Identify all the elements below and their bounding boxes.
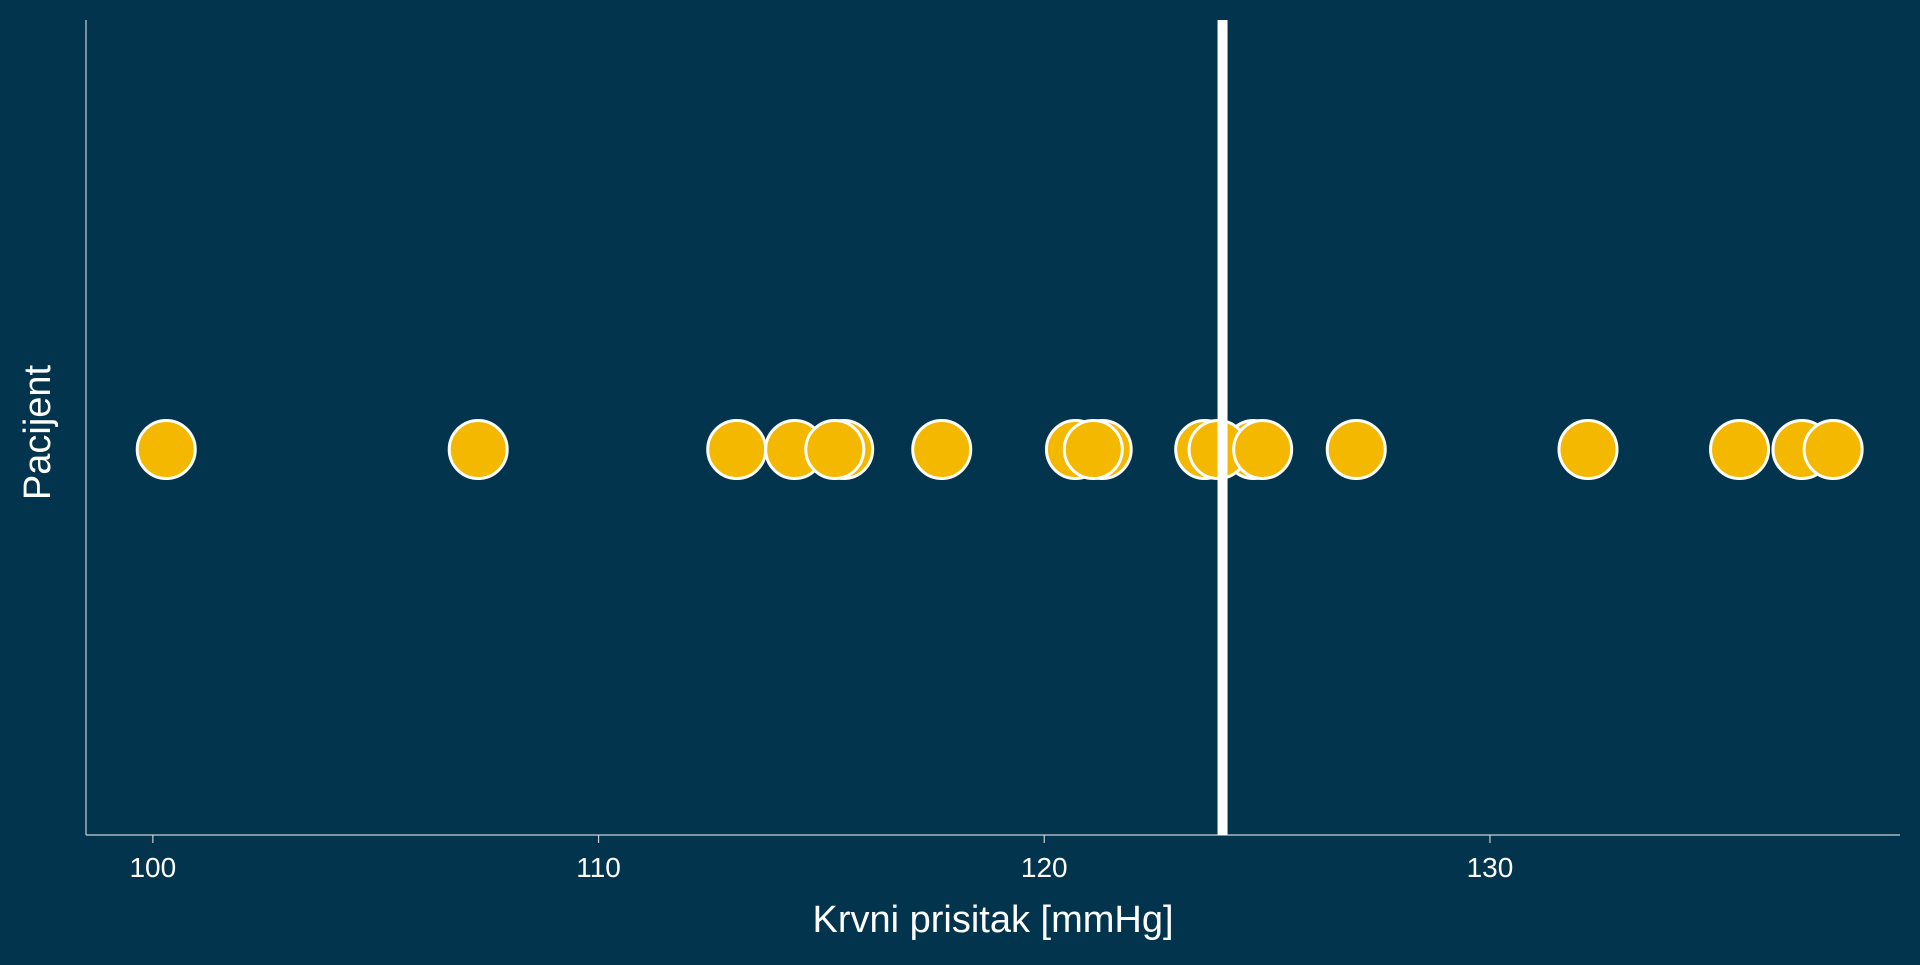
- x-axis-title: Krvni prisitak [mmHg]: [812, 899, 1173, 941]
- x-tick-label: 130: [1467, 852, 1514, 883]
- x-axis-ticks: 100 110 120 130: [129, 835, 1513, 883]
- data-point: [804, 419, 866, 480]
- data-point: [1232, 419, 1294, 480]
- data-point: [1325, 419, 1387, 480]
- data-point: [1557, 419, 1619, 480]
- data-point: [1062, 419, 1124, 480]
- x-tick-label: 110: [576, 852, 621, 883]
- x-tick-label: 100: [129, 852, 176, 883]
- data-point: [1802, 419, 1864, 480]
- y-axis-title: Pacijent: [17, 364, 59, 500]
- mean-reference-line: [1217, 20, 1228, 835]
- data-point: [706, 419, 768, 480]
- data-point: [135, 419, 197, 480]
- data-points: [135, 419, 1864, 480]
- x-tick-label: 120: [1021, 852, 1068, 883]
- data-point: [447, 419, 509, 480]
- data-point: [1709, 419, 1771, 480]
- data-point: [911, 419, 973, 480]
